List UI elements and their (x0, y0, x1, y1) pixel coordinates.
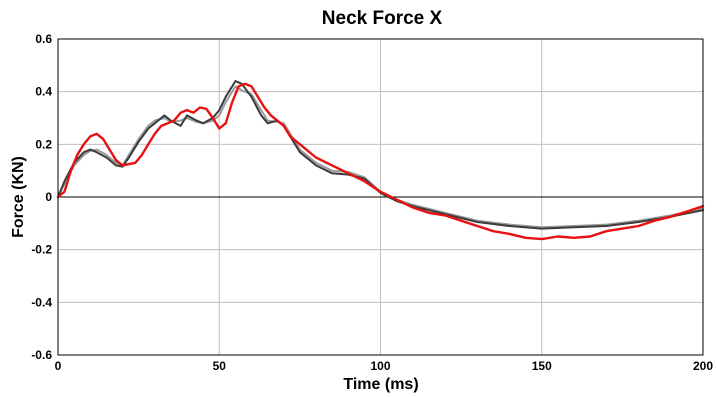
x-axis-title: Time (ms) (343, 376, 418, 393)
plot-frame (57, 38, 704, 356)
x-axis-tick-labels: 0 50 100 150 200 (55, 359, 714, 373)
y-tick-label: 0.6 (35, 32, 52, 46)
y-tick-label: 0 (45, 190, 52, 204)
y-tick-label: 0.4 (35, 85, 52, 99)
y-tick-label: -0.2 (31, 243, 52, 257)
x-tick-label: 150 (532, 359, 552, 373)
y-axis-title: Force (KN) (10, 156, 27, 238)
y-tick-label: -0.6 (31, 348, 52, 362)
y-tick-label: -0.4 (31, 295, 52, 309)
y-tick-label: 0.2 (35, 137, 52, 151)
x-tick-label: 200 (693, 359, 713, 373)
y-axis-tick-labels: 0.6 0.4 0.2 0 -0.2 -0.4 -0.6 (31, 32, 52, 362)
x-tick-label: 50 (213, 359, 227, 373)
chart-title: Neck Force X (322, 8, 443, 29)
x-tick-label: 0 (55, 359, 62, 373)
series-lines (56, 80, 705, 241)
series-line-3 (56, 82, 705, 241)
x-tick-label: 100 (370, 359, 390, 373)
series-line-2 (57, 80, 704, 230)
